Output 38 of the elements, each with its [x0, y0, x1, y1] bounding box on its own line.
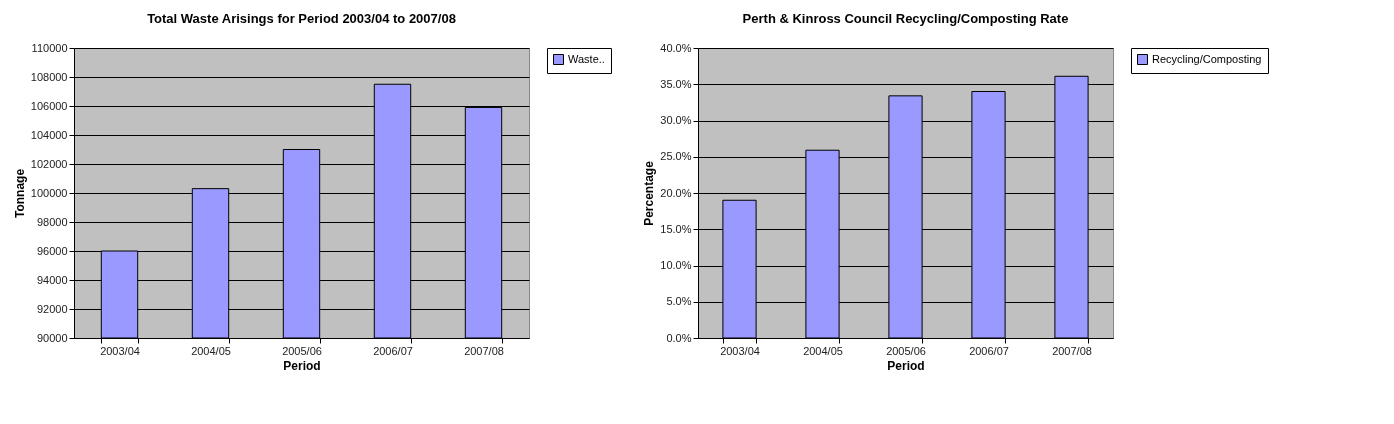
y-tick-label: 15.0% [660, 222, 692, 235]
y-tick-label: 98000 [36, 215, 68, 228]
x-tick-label: 2006/07 [373, 344, 413, 357]
chart-title: Perth & Kinross Council Recycling/Composting Rate [742, 11, 1069, 26]
y-tick-label: 25.0% [660, 150, 692, 163]
y-tick-label: 92000 [36, 302, 68, 315]
y-tick-label: 35.0% [660, 77, 692, 90]
x-tick-label: 2006/07 [969, 344, 1009, 357]
y-axis-title: Percentage [642, 160, 657, 226]
legend-label: Recycling/Composting [1152, 52, 1262, 65]
y-tick-label: 100000 [30, 186, 68, 199]
x-tick-label: 2004/05 [191, 344, 231, 357]
y-tick-label: 90000 [36, 331, 68, 344]
chart-title: Total Waste Arisings for Period 2003/04 to 2007/08 [147, 11, 456, 26]
y-tick-label: 10.0% [660, 259, 692, 271]
legend-label: Waste.. [568, 52, 605, 65]
x-tick-label: 2005/06 [886, 344, 926, 357]
y-tick-label: 94000 [36, 273, 68, 286]
y-tick-label: 30.0% [660, 114, 692, 126]
y-tick-label: 5.0% [666, 295, 692, 308]
x-tick-label: 2004/05 [803, 344, 843, 357]
y-tick-label: 0.0% [666, 331, 692, 344]
x-tick-label: 2003/04 [100, 344, 140, 357]
y-tick-label: 110000 [31, 41, 68, 54]
y-tick-label: 104000 [30, 128, 68, 141]
x-tick-label: 2007/08 [1052, 344, 1092, 357]
y-tick-label: 102000 [30, 157, 68, 170]
y-tick-label: 106000 [30, 99, 68, 112]
x-tick-label: 2003/04 [720, 344, 760, 357]
x-axis-title: Period [283, 358, 321, 373]
y-tick-label: 20.0% [660, 186, 692, 199]
y-axis-title: Tonnage [12, 168, 27, 219]
x-tick-label: 2007/08 [464, 344, 504, 357]
y-tick-label: 96000 [36, 244, 68, 257]
x-tick-label: 2005/06 [282, 344, 322, 357]
y-tick-label: 108000 [30, 70, 68, 83]
y-tick-label: 40.0% [660, 41, 692, 54]
x-axis-title: Period [887, 358, 925, 373]
